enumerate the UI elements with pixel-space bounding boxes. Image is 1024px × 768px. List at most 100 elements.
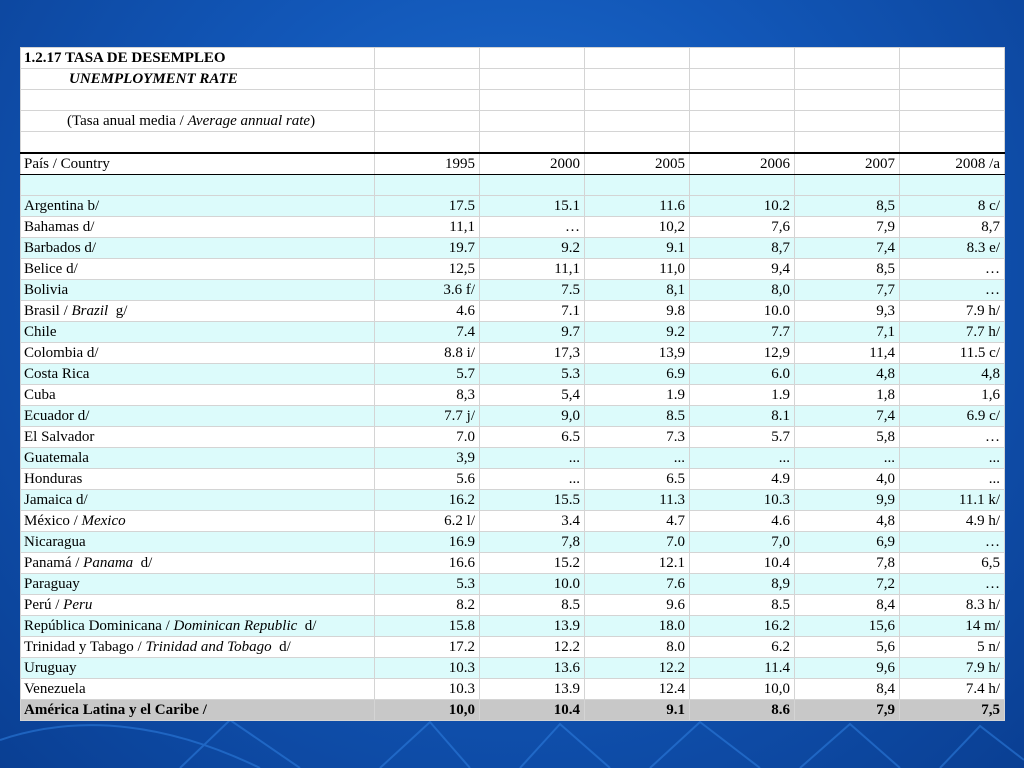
rate-value: 5,8 [794,426,900,448]
rate-value: 10.3 [374,678,480,700]
rate-value: 8,4 [794,594,900,616]
table-row: Guatemala 3,9............... [20,447,1005,469]
rate-value: 4.9 [689,468,795,490]
rate-value: 9,6 [794,657,900,679]
rate-value: 9.6 [584,594,690,616]
rate-value: 13.6 [479,657,585,679]
table-row: Uruguay 10.3 13.6 12.2 11.4 9,6 7.9 h/ [20,657,1005,679]
year-header: 2007 [794,152,900,175]
rate-value: 5.3 [374,573,480,595]
rate-value: 7.0 [374,426,480,448]
country-name: Ecuador d/ [20,405,375,427]
rate-value: 11.6 [584,195,690,217]
country-name: Chile [20,321,375,343]
year-header: 2006 [689,152,795,175]
country-name-text: Paraguay [24,576,80,592]
rate-value: 8.3 h/ [899,594,1005,616]
table-row: Paraguay 5.3 10.0 7.6 8,9 7,2… [20,573,1005,595]
total-label: América Latina y el Caribe / [20,699,375,721]
rate-value: 9.2 [479,237,585,259]
country-name: Jamaica d/ [20,489,375,511]
country-name: Trinidad y Tabago / Trinidad and Tobago … [20,636,375,658]
rate-value: 17.5 [374,195,480,217]
country-name-text: Belice d/ [24,261,78,277]
rate-value: … [899,258,1005,280]
rate-value: 8.2 [374,594,480,616]
rate-value: 6.9 [584,363,690,385]
country-name-english: Peru [63,597,93,613]
rate-value: 6.9 c/ [899,405,1005,427]
rate-value: 9.1 [584,237,690,259]
rate-value: 5.7 [374,363,480,385]
rate-value: 16.9 [374,531,480,553]
table-row: Jamaica d/16.2 15.5 11.3 10.3 9,9 11.1 k/ [20,489,1005,511]
rate-value: 7,4 [794,237,900,259]
rate-value: 7,1 [794,321,900,343]
country-name-english: Panama [83,555,134,571]
country-footnote: d/ [133,555,153,571]
country-name-text: Chile [24,324,57,340]
rate-value: 10.4 [689,552,795,574]
rate-value: 10.3 [374,657,480,679]
rate-value: 19.7 [374,237,480,259]
country-footnote: d/ [297,618,317,634]
rate-value: 9.2 [584,321,690,343]
rate-value: 4,8 [794,510,900,532]
country-name: El Salvador [20,426,375,448]
rate-value: 15,6 [794,615,900,637]
rate-value: 11.5 c/ [899,342,1005,364]
rate-value: 7,6 [689,216,795,238]
rate-value: 7,0 [689,531,795,553]
rate-value: 5 n/ [899,636,1005,658]
country-name-text: Perú / [24,597,64,613]
rate-value: 3,9 [374,447,480,469]
table-row: Bahamas d/11,1… 10,2 7,6 7,9 8,7 [20,216,1005,238]
rate-value: 8.5 [584,405,690,427]
country-name: Bahamas d/ [20,216,375,238]
blank-row [20,89,1005,111]
rate-value: 8,0 [689,279,795,301]
country-name: Brasil / Brazil g/ [20,300,375,322]
country-name-text: El Salvador [24,429,95,445]
country-name: Argentina b/ [20,195,375,217]
rate-value: 4.6 [374,300,480,322]
rate-value: 8,1 [584,279,690,301]
rate-value: 11.3 [584,489,690,511]
rate-value: 1,8 [794,384,900,406]
total-value: 9.1 [584,699,690,721]
table-row: Costa Rica 5.7 5.3 6.9 6.0 4,8 4,8 [20,363,1005,385]
rate-value: 8.0 [584,636,690,658]
rate-value: 6.5 [479,426,585,448]
rate-value: 6,9 [794,531,900,553]
rate-value: 12.2 [479,636,585,658]
rate-value: ... [899,468,1005,490]
rate-value: 7.7 h/ [899,321,1005,343]
table-row: Belice d/12,5 11,1 11,0 9,4 8,5… [20,258,1005,280]
rate-value: 6.2 [689,636,795,658]
total-value: 7,9 [794,699,900,721]
country-name-text: Costa Rica [24,366,90,382]
year-header: 1995 [374,152,480,175]
rate-value: 12.2 [584,657,690,679]
rate-value: 8.5 [479,594,585,616]
table-row: Venezuela 10.3 13.9 12.4 10,0 8,4 7.4 h/ [20,678,1005,700]
country-header: País / Country [20,152,375,175]
blank-row [20,174,1005,196]
country-name-text: Bahamas d/ [24,219,95,235]
table-row: El Salvador 7.0 6.5 7.3 5.7 5,8… [20,426,1005,448]
table-title: 1.2.17 TASA DE DESEMPLEO [20,47,375,69]
country-name: Belice d/ [20,258,375,280]
country-name-text: Bolivia [24,282,69,298]
subtitle-row: UNEMPLOYMENT RATE [20,68,1005,90]
rate-value: 7,7 [794,279,900,301]
table-row: Ecuador d/7.7 j/9,0 8.5 8.1 7,4 6.9 c/ [20,405,1005,427]
table-row: Perú / Peru 8.2 8.5 9.6 8.5 8,4 8.3 h/ [20,594,1005,616]
rate-value: 4.6 [689,510,795,532]
country-name: Nicaragua [20,531,375,553]
table-row: República Dominicana / Dominican Republi… [20,615,1005,637]
table-row: México / Mexico 6.2 l/3.4 4.7 4.6 4,8 4.9 h/ [20,510,1005,532]
rate-value: 15.1 [479,195,585,217]
rate-value: 12,9 [689,342,795,364]
table-row: Panamá / Panama d/16.6 15.2 12.1 10.4 7,8 6,5 [20,552,1005,574]
rate-value: 15.2 [479,552,585,574]
